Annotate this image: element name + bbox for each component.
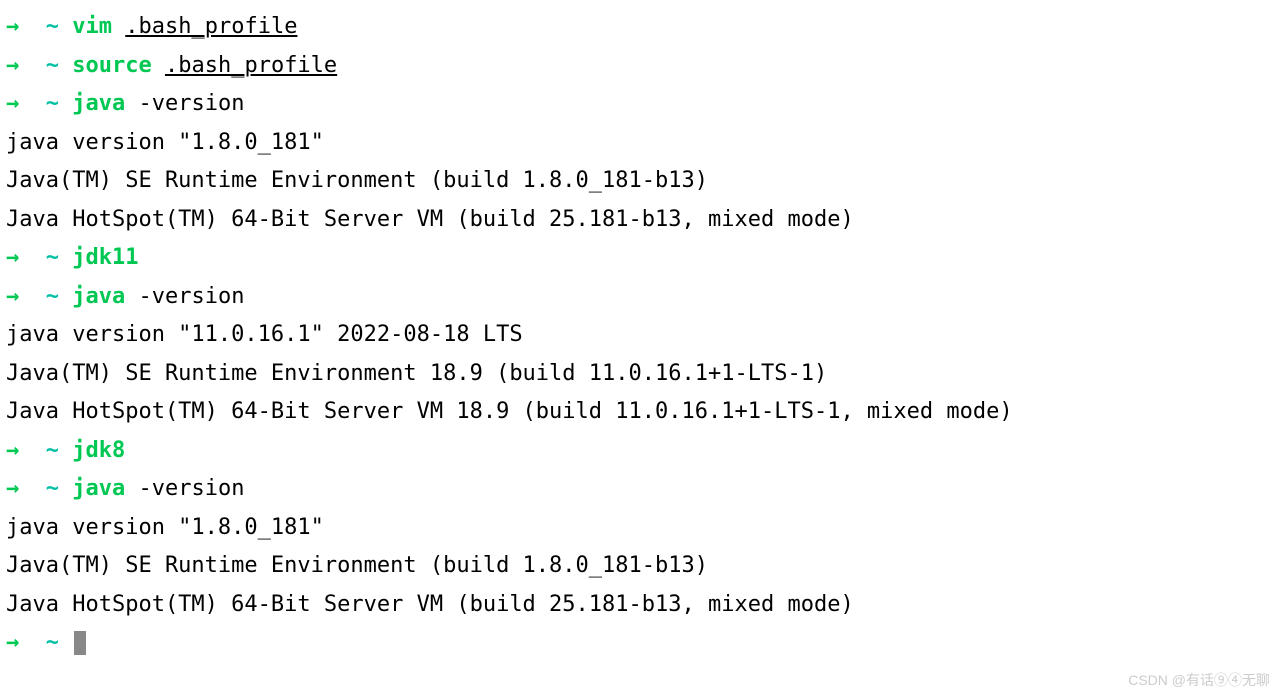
output-text: Java(TM) SE Runtime Environment (build 1…: [6, 168, 708, 193]
output-text: Java HotSpot(TM) 64-Bit Server VM (build…: [6, 592, 854, 617]
terminal-line: → ~ vim .bash_profile: [6, 8, 1276, 47]
prompt-tilde: ~: [46, 438, 59, 463]
command: source: [72, 53, 151, 78]
output-text: Java HotSpot(TM) 64-Bit Server VM 18.9 (…: [6, 399, 1013, 424]
terminal-line: Java(TM) SE Runtime Environment (build 1…: [6, 162, 1276, 201]
terminal-line: Java(TM) SE Runtime Environment 18.9 (bu…: [6, 355, 1276, 394]
command: jdk11: [72, 245, 138, 270]
terminal-line: → ~ jdk11: [6, 239, 1276, 278]
output-text: Java(TM) SE Runtime Environment 18.9 (bu…: [6, 361, 827, 386]
prompt-arrow-icon: →: [6, 245, 19, 270]
terminal-line: → ~ jdk8: [6, 432, 1276, 471]
command-arg: -version: [138, 284, 244, 309]
prompt-tilde: ~: [46, 630, 59, 655]
watermark: CSDN @有话⑨④无聊: [1128, 668, 1270, 693]
terminal-line: → ~: [6, 624, 1276, 663]
prompt-arrow-icon: →: [6, 438, 19, 463]
terminal-line: → ~ java -version: [6, 278, 1276, 317]
terminal-line: Java(TM) SE Runtime Environment (build 1…: [6, 547, 1276, 586]
prompt-tilde: ~: [46, 245, 59, 270]
prompt-arrow-icon: →: [6, 91, 19, 116]
prompt-arrow-icon: →: [6, 630, 19, 655]
command-arg: .bash_profile: [125, 14, 297, 39]
output-text: Java(TM) SE Runtime Environment (build 1…: [6, 553, 708, 578]
terminal-line: java version "11.0.16.1" 2022-08-18 LTS: [6, 316, 1276, 355]
prompt-tilde: ~: [46, 14, 59, 39]
command: jdk8: [72, 438, 125, 463]
terminal-line: → ~ java -version: [6, 85, 1276, 124]
command: java: [72, 91, 125, 116]
prompt-arrow-icon: →: [6, 53, 19, 78]
prompt-tilde: ~: [46, 91, 59, 116]
output-text: java version "1.8.0_181": [6, 515, 324, 540]
output-text: Java HotSpot(TM) 64-Bit Server VM (build…: [6, 207, 854, 232]
prompt-arrow-icon: →: [6, 476, 19, 501]
cursor-icon: [74, 631, 86, 655]
terminal-line: Java HotSpot(TM) 64-Bit Server VM 18.9 (…: [6, 393, 1276, 432]
prompt-arrow-icon: →: [6, 284, 19, 309]
terminal-line: Java HotSpot(TM) 64-Bit Server VM (build…: [6, 586, 1276, 625]
prompt-tilde: ~: [46, 476, 59, 501]
terminal-line: java version "1.8.0_181": [6, 509, 1276, 548]
prompt-arrow-icon: →: [6, 14, 19, 39]
command: java: [72, 284, 125, 309]
terminal-line: java version "1.8.0_181": [6, 124, 1276, 163]
prompt-tilde: ~: [46, 53, 59, 78]
command-arg: -version: [138, 91, 244, 116]
terminal-line: Java HotSpot(TM) 64-Bit Server VM (build…: [6, 201, 1276, 240]
terminal-line: → ~ source .bash_profile: [6, 47, 1276, 86]
command-arg: -version: [138, 476, 244, 501]
output-text: java version "11.0.16.1" 2022-08-18 LTS: [6, 322, 523, 347]
command: java: [72, 476, 125, 501]
prompt-tilde: ~: [46, 284, 59, 309]
terminal-line: → ~ java -version: [6, 470, 1276, 509]
command: vim: [72, 14, 112, 39]
output-text: java version "1.8.0_181": [6, 130, 324, 155]
terminal-output[interactable]: → ~ vim .bash_profile→ ~ source .bash_pr…: [6, 8, 1276, 663]
command-arg: .bash_profile: [165, 53, 337, 78]
